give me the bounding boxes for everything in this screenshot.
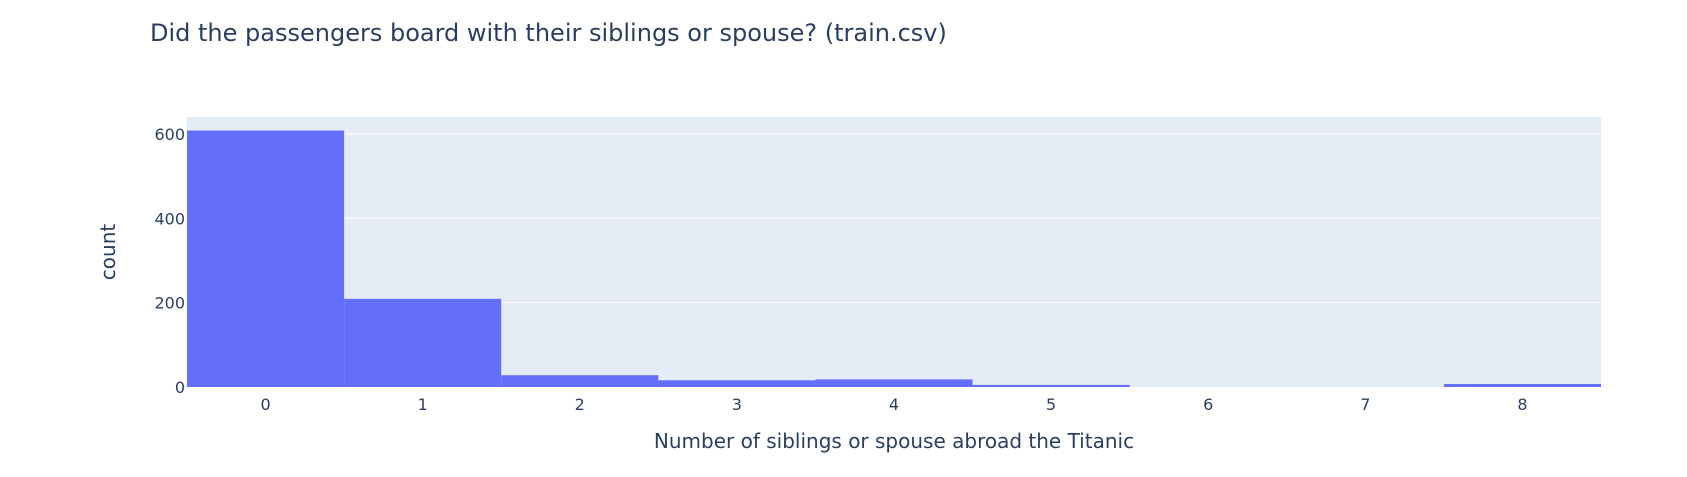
x-tick-label: 0 — [260, 395, 270, 414]
bar-3[interactable] — [658, 380, 816, 387]
x-axis-ticks: 0 1 2 3 4 5 6 7 8 — [260, 395, 1527, 414]
bar-5[interactable] — [972, 384, 1130, 387]
x-tick-label: 4 — [889, 395, 899, 414]
chart-title: Did the passengers board with their sibl… — [150, 19, 947, 47]
x-tick-label: 2 — [575, 395, 585, 414]
y-tick-label: 0 — [175, 378, 185, 397]
bar-2[interactable] — [501, 375, 659, 387]
x-tick-label: 3 — [732, 395, 742, 414]
x-tick-label: 7 — [1360, 395, 1370, 414]
bar-4[interactable] — [815, 379, 973, 387]
x-tick-label: 8 — [1517, 395, 1527, 414]
bar-0[interactable] — [187, 130, 345, 388]
y-tick-label: 200 — [154, 294, 185, 313]
bar-1[interactable] — [344, 298, 502, 387]
bars — [187, 130, 1601, 388]
x-tick-label: 6 — [1203, 395, 1213, 414]
x-tick-label: 5 — [1046, 395, 1056, 414]
y-axis-title: count — [96, 224, 120, 281]
x-tick-label: 1 — [418, 395, 428, 414]
x-axis-title: Number of siblings or spouse abroad the … — [654, 429, 1134, 453]
y-tick-label: 400 — [154, 209, 185, 228]
y-axis-ticks: 0 200 400 600 — [154, 125, 185, 397]
y-tick-label: 600 — [154, 125, 185, 144]
bar-8[interactable] — [1443, 384, 1601, 387]
